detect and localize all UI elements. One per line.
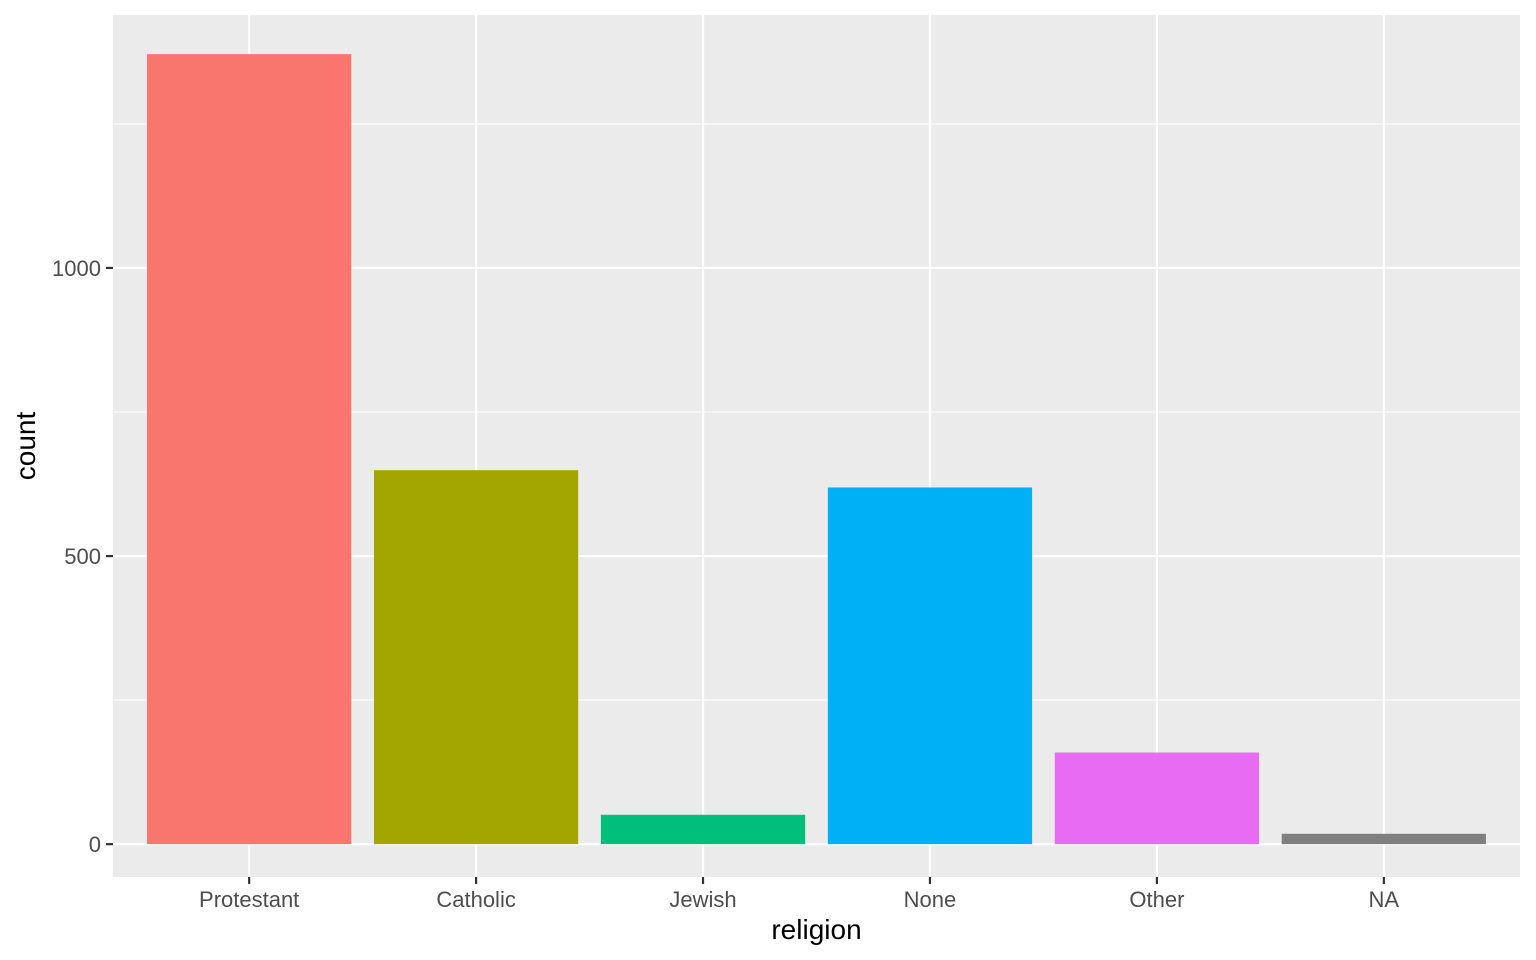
x-tick-label: Other [1129, 887, 1184, 912]
x-tick-label: Protestant [199, 887, 299, 912]
y-tick-label: 1000 [52, 256, 101, 281]
bar-other [1054, 752, 1260, 845]
x-tick-label: None [904, 887, 957, 912]
bar-catholic [373, 470, 579, 845]
y-axis-title: count [10, 412, 41, 481]
x-axis: Protestant Catholic Jewish None Other NA [199, 877, 1399, 912]
x-tick-label: Jewish [669, 887, 736, 912]
bar-na [1281, 833, 1486, 845]
bar-protestant [147, 54, 352, 845]
y-axis: 0 500 1000 [52, 256, 113, 857]
bar-none [827, 487, 1033, 845]
bars [147, 54, 1486, 845]
y-tick-label: 500 [64, 544, 101, 569]
x-axis-title: religion [771, 914, 861, 945]
y-tick-label: 0 [89, 832, 101, 857]
x-tick-label: NA [1369, 887, 1400, 912]
x-tick-label: Catholic [436, 887, 515, 912]
bar-jewish [600, 814, 806, 845]
